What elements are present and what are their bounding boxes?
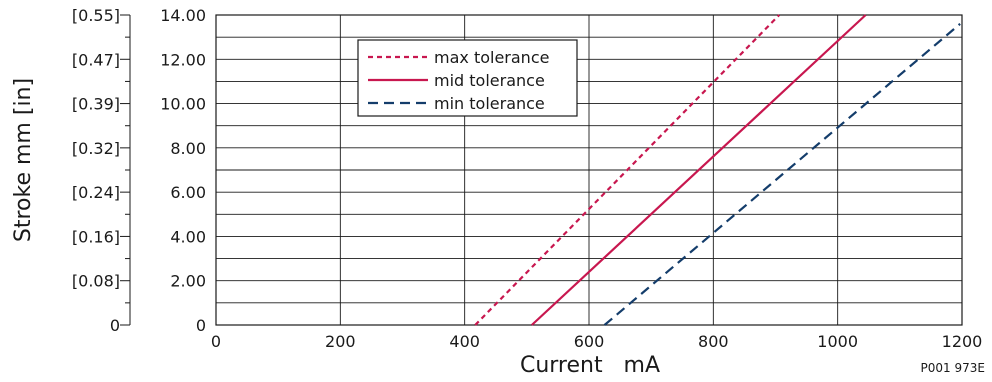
y-tick-label-in: [0.55]: [72, 6, 120, 25]
legend-label-max-tolerance: max tolerance: [434, 48, 549, 67]
x-tick-label: 800: [698, 332, 729, 351]
y-tick-label-in: [0.47]: [72, 50, 120, 69]
y-tick-label-mm: 8.00: [170, 139, 206, 158]
y-tick-label-in: 0: [110, 316, 120, 335]
x-tick-label: 600: [574, 332, 605, 351]
y-tick-label-in: [0.39]: [72, 95, 120, 114]
axes: 0 200 400 600 800 1000 1200002.00[0.08]4.00[0.…: [72, 6, 982, 351]
x-tick-label: 1200: [942, 332, 983, 351]
y-tick-label-mm: 0: [196, 316, 206, 335]
y-tick-label-mm: 4.00: [170, 227, 206, 246]
legend: max tolerance mid tolerance min toleranc…: [357, 39, 578, 117]
y-axis-title: Stroke mm [in]: [11, 78, 36, 242]
legend-label-min-tolerance: min tolerance: [434, 94, 545, 113]
series-line-min-tolerance: [603, 23, 961, 326]
x-axis-title: Current mA: [520, 353, 660, 378]
y-tick-label-mm: 12.00: [160, 50, 206, 69]
y-tick-label-mm: 6.00: [170, 183, 206, 202]
legend-label-mid-tolerance: mid tolerance: [434, 71, 545, 90]
y-tick-label-mm: 14.00: [160, 6, 206, 25]
y-tick-label-in: [0.16]: [72, 227, 120, 246]
series-line-mid-tolerance: [531, 14, 867, 326]
figure-code: P001 973E: [921, 361, 985, 375]
series-lines: [474, 14, 961, 326]
y-tick-label-in: [0.08]: [72, 272, 120, 291]
x-tick-label: 0: [211, 332, 221, 351]
grid: [215, 14, 963, 326]
y-tick-label-mm: 2.00: [170, 272, 206, 291]
x-tick-label: 1000: [817, 332, 858, 351]
x-tick-label: 200: [325, 332, 356, 351]
series-line-max-tolerance: [474, 14, 781, 326]
y-tick-label-mm: 10.00: [160, 95, 206, 114]
legend-box: [357, 39, 578, 117]
y-tick-label-in: [0.24]: [72, 183, 120, 202]
x-tick-label: 400: [449, 332, 480, 351]
y-tick-label-in: [0.32]: [72, 139, 120, 158]
